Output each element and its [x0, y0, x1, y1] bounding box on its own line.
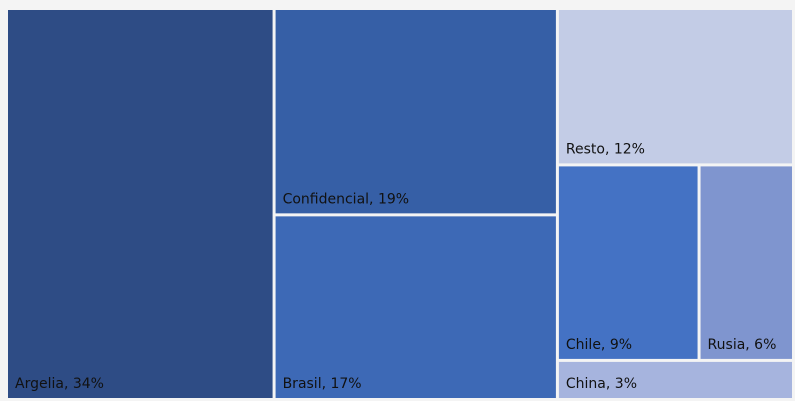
tile	[558, 166, 698, 359]
tile-label: Rusia, 6%	[708, 337, 777, 353]
tile	[8, 10, 273, 398]
tile-label: Confidencial, 19%	[283, 191, 409, 207]
tile	[275, 216, 556, 398]
tile	[558, 10, 792, 164]
tile	[558, 361, 792, 398]
tile	[700, 166, 792, 359]
tile-label: Resto, 12%	[566, 141, 645, 157]
tile-label: Chile, 9%	[566, 337, 632, 353]
tile	[275, 10, 556, 214]
tile-label: Argelia, 34%	[15, 376, 104, 392]
tile-label: China, 3%	[566, 376, 637, 392]
tile-label: Brasil, 17%	[283, 376, 362, 392]
